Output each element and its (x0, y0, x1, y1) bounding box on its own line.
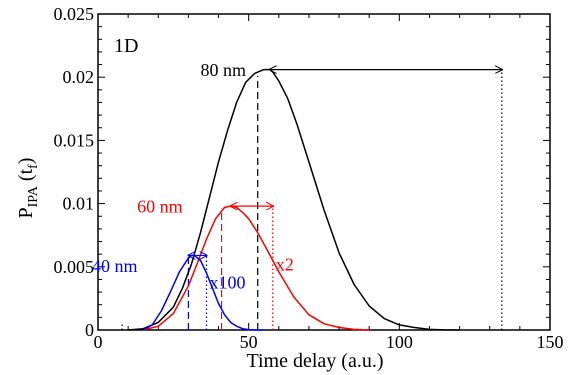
y-tick-label: 0.02 (63, 67, 95, 87)
y-axis-title-sub: IPA (26, 185, 41, 207)
arrow-group (188, 70, 501, 256)
y-tick-label: 0 (85, 320, 94, 340)
y-tick-label: 0.005 (54, 257, 95, 277)
annotation-x2: x2 (276, 255, 294, 275)
x-axis-title: Time delay (a.u.) (246, 350, 383, 372)
x-tick-label: 100 (386, 332, 413, 352)
y-axis-title: PIPA (tf) (15, 158, 41, 219)
series-line-60-nm (143, 206, 369, 330)
y-axis-title-main: P (15, 207, 37, 218)
x-tick-label: 50 (240, 332, 258, 352)
annotation-40-nm: 40 nm (92, 256, 138, 276)
y-axis-title-paren: (t (15, 168, 37, 186)
plot-frame (98, 14, 550, 330)
y-tick-label: 0.01 (63, 194, 95, 214)
panel-label: 1D (114, 35, 138, 57)
annotation-60-nm: 60 nm (137, 196, 183, 216)
x-tick-label: 150 (537, 332, 564, 352)
y-tick-label: 0.025 (54, 4, 95, 24)
annotation-80-nm: 80 nm (200, 60, 246, 80)
y-tick-label: 0.015 (54, 130, 95, 150)
y-axis-title-close: ) (15, 158, 37, 165)
x-tick-label: 0 (94, 332, 103, 352)
annotation-x100: x100 (209, 272, 245, 292)
